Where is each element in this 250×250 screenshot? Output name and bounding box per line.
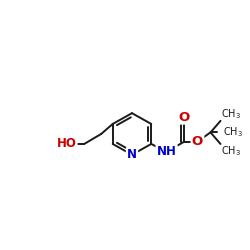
Text: N: N [127,148,137,161]
Text: O: O [192,135,203,148]
Text: O: O [179,111,190,124]
Text: CH$_3$: CH$_3$ [223,126,243,139]
Text: N: N [127,148,137,161]
Text: CH$_3$: CH$_3$ [220,144,240,158]
Text: NH: NH [157,145,176,158]
Text: CH$_3$: CH$_3$ [220,107,240,121]
Text: HO: HO [56,138,76,150]
